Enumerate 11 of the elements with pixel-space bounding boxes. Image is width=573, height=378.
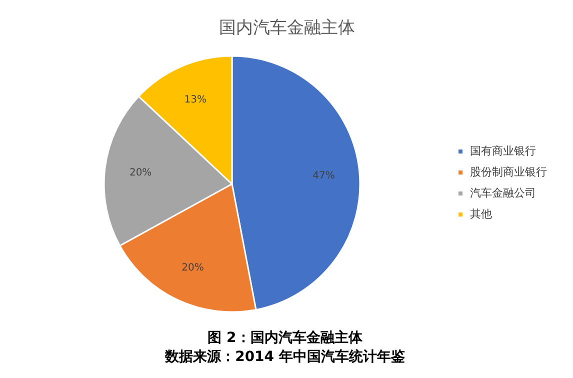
data-label: 20% bbox=[129, 167, 152, 178]
caption: 图 2：国内汽车金融主体 bbox=[208, 329, 364, 346]
data-label: 47% bbox=[312, 170, 335, 182]
legend-label: 汽车金融公司 bbox=[470, 186, 536, 200]
data-label: 20% bbox=[182, 262, 204, 274]
legend-label: 股份制商业银行 bbox=[470, 166, 547, 178]
chart-title: 国内汽车金融主体 bbox=[219, 18, 355, 38]
data-label: 13% bbox=[184, 94, 207, 106]
legend-label: 其他 bbox=[470, 208, 492, 220]
source-note: 数据来源：2014 年中国汽车统计年鉴 bbox=[164, 348, 405, 365]
legend-label: 国有商业银行 bbox=[470, 144, 536, 158]
